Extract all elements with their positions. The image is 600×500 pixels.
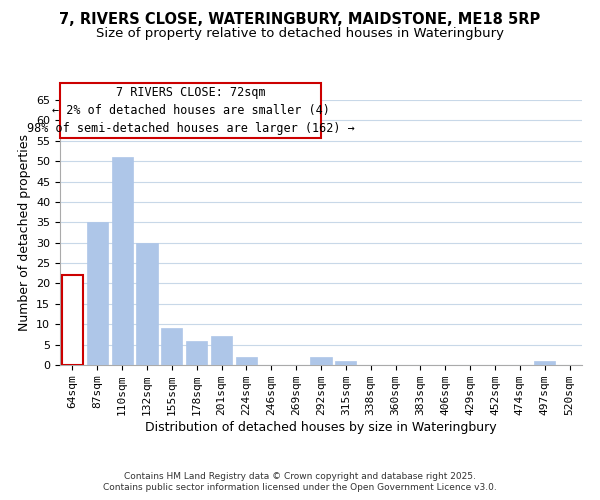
Bar	[335, 361, 356, 365]
Bar	[136, 242, 158, 365]
Text: Contains HM Land Registry data © Crown copyright and database right 2025.: Contains HM Land Registry data © Crown c…	[124, 472, 476, 481]
FancyBboxPatch shape	[60, 83, 321, 138]
Text: 7 RIVERS CLOSE: 72sqm
← 2% of detached houses are smaller (4)
98% of semi-detach: 7 RIVERS CLOSE: 72sqm ← 2% of detached h…	[26, 86, 355, 135]
Bar	[186, 340, 207, 365]
Bar	[112, 157, 133, 365]
Text: Contains public sector information licensed under the Open Government Licence v3: Contains public sector information licen…	[103, 484, 497, 492]
Bar	[62, 276, 83, 365]
Bar	[236, 357, 257, 365]
Bar	[161, 328, 182, 365]
Bar	[310, 357, 332, 365]
Bar	[534, 361, 555, 365]
Text: 7, RIVERS CLOSE, WATERINGBURY, MAIDSTONE, ME18 5RP: 7, RIVERS CLOSE, WATERINGBURY, MAIDSTONE…	[59, 12, 541, 28]
Y-axis label: Number of detached properties: Number of detached properties	[17, 134, 31, 331]
X-axis label: Distribution of detached houses by size in Wateringbury: Distribution of detached houses by size …	[145, 421, 497, 434]
Text: Size of property relative to detached houses in Wateringbury: Size of property relative to detached ho…	[96, 28, 504, 40]
Bar	[87, 222, 108, 365]
Bar	[211, 336, 232, 365]
